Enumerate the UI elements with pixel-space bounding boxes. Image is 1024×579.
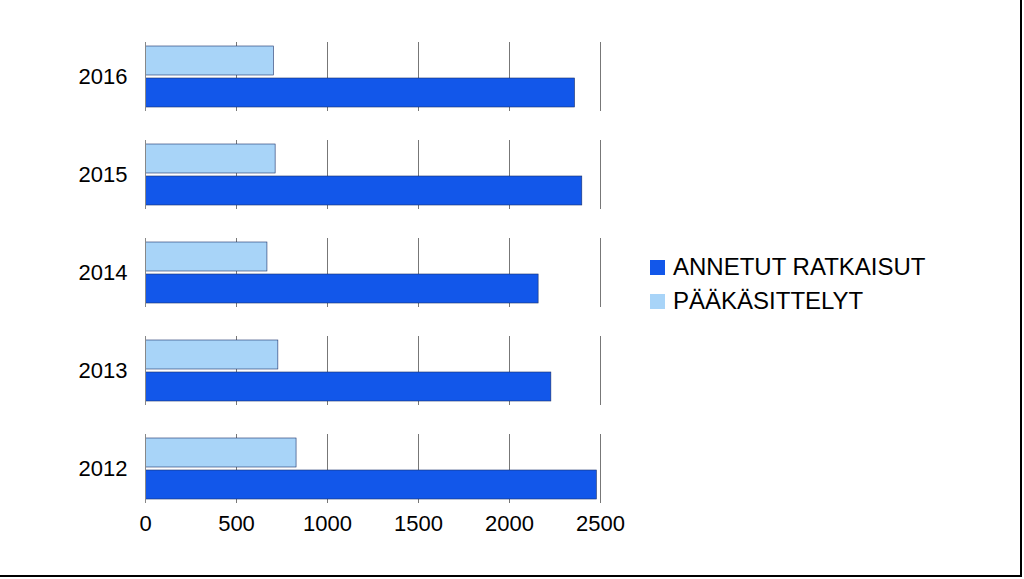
- html-text:PÄÄKÄSITTELYT: PÄÄKÄSITTELYT: [673, 287, 864, 314]
- svg-text:2013: 2013: [79, 358, 128, 383]
- svg-text:2000: 2000: [485, 511, 534, 536]
- svg-text:0: 0: [139, 511, 151, 536]
- svg-text:2015: 2015: [79, 162, 128, 187]
- html-text:ANNETUT RATKAISUT: ANNETUT RATKAISUT: [673, 253, 926, 280]
- svg-text:2016: 2016: [79, 64, 128, 89]
- svg-text:500: 500: [218, 511, 255, 536]
- svg-text:2014: 2014: [79, 260, 128, 285]
- svg-text:1000: 1000: [303, 511, 352, 536]
- svg-text:2500: 2500: [576, 511, 625, 536]
- svg-text:1500: 1500: [394, 511, 443, 536]
- svg-text:2012: 2012: [79, 456, 128, 481]
